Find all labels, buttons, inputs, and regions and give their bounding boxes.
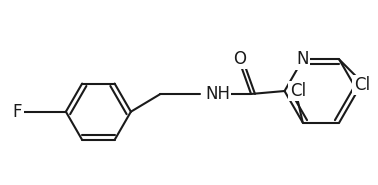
Text: F: F xyxy=(13,103,22,121)
Text: Cl: Cl xyxy=(354,76,370,94)
Text: N: N xyxy=(296,51,309,68)
Text: O: O xyxy=(233,50,246,68)
Text: Cl: Cl xyxy=(290,82,306,100)
Text: NH: NH xyxy=(205,85,230,103)
